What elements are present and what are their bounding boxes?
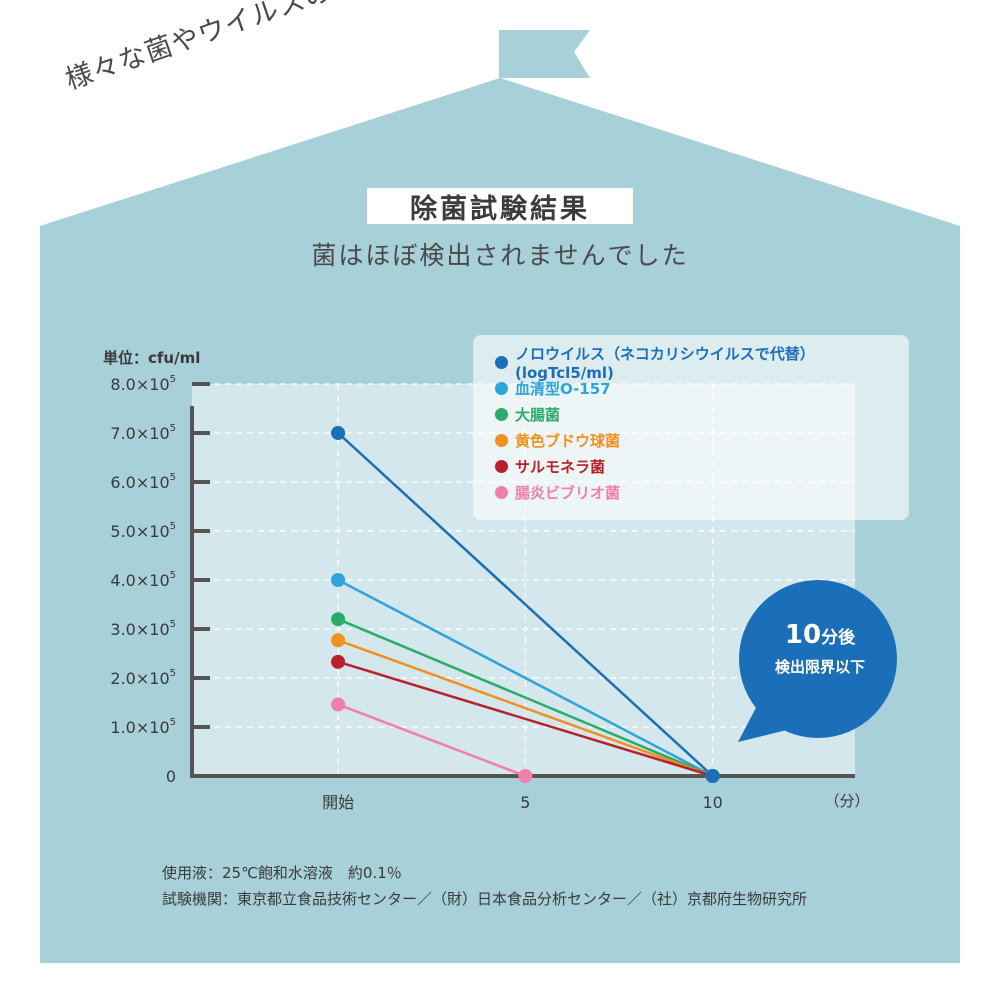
x-tick-label: 10 — [702, 793, 722, 812]
y-tick-label: 3.0×105 — [110, 619, 176, 639]
notes: 使用液：25℃飽和水溶液 約0.1％ 試験機関：東京都立食品技術センター／（財）… — [162, 860, 807, 912]
y-tick-label: 5.0×105 — [110, 521, 176, 541]
data-point — [705, 769, 720, 783]
data-point — [518, 769, 533, 783]
note-solution: 使用液：25℃飽和水溶液 約0.1％ — [162, 864, 402, 882]
data-point — [331, 654, 346, 669]
legend-swatch — [495, 407, 508, 421]
bubble-text: 10分後 検出限界以下 — [745, 620, 895, 677]
y-tick-mantissa: 7.0×10 — [110, 424, 169, 443]
bubble-headline: 10分後 — [745, 620, 895, 650]
legend-item: ノロウイルス（ネコカリシウイルスで代替）(logTcl5/ml) — [473, 345, 909, 382]
note-institutions: 試験機関：東京都立食品技術センター／（財）日本食品分析センター／（社）京都府生物… — [162, 890, 808, 908]
legend-swatch — [495, 433, 508, 447]
data-point — [331, 697, 346, 712]
legend-item: 血清型O-157 — [473, 375, 909, 401]
legend-swatch — [495, 459, 508, 473]
unit-label: 単位：cfu/ml — [103, 349, 201, 367]
y-tick-exponent: 5 — [170, 570, 176, 581]
y-tick-exponent: 5 — [170, 717, 176, 728]
legend-label: サルモネラ菌 — [515, 457, 606, 476]
page-title: 除菌試験結果 — [410, 193, 590, 225]
y-tick-label: 8.0×105 — [110, 374, 176, 394]
y-tick-mantissa: 1.0×10 — [110, 718, 169, 737]
series-line — [337, 639, 714, 778]
y-tick-mantissa: 8.0×10 — [110, 375, 169, 394]
legend-item: 腸炎ビブリオ菌 — [473, 479, 909, 505]
data-point — [331, 426, 346, 440]
y-tick-exponent: 5 — [170, 423, 176, 434]
legend-swatch — [495, 355, 508, 369]
legend-label: 黄色ブドウ球菌 — [515, 431, 621, 450]
data-point — [331, 573, 346, 587]
y-tick-mantissa: 3.0×10 — [110, 620, 169, 639]
y-tick-label: 4.0×105 — [110, 570, 176, 590]
legend-item: 大腸菌 — [473, 401, 909, 427]
series-line — [337, 432, 714, 777]
legend-label: 腸炎ビブリオ菌 — [515, 483, 621, 502]
legend-swatch — [495, 485, 508, 499]
data-point — [331, 612, 346, 627]
y-tick-mantissa: 4.0×10 — [110, 571, 169, 590]
x-tick-label: 開始 — [322, 793, 354, 812]
callout-bubble — [739, 580, 897, 738]
legend-label: 血清型O-157 — [515, 379, 611, 398]
y-tick-exponent: 5 — [170, 619, 176, 630]
y-tick-exponent: 5 — [170, 472, 176, 483]
bubble-number: 10 — [784, 620, 822, 650]
y-tick-label: 2.0×105 — [110, 668, 176, 688]
y-tick-mantissa: 6.0×10 — [110, 473, 169, 492]
y-tick-mantissa: 2.0×10 — [110, 669, 169, 688]
legend-item: サルモネラ菌 — [473, 453, 909, 479]
callout-bubble-tail — [738, 700, 795, 742]
legend-item: 黄色ブドウ球菌 — [473, 427, 909, 453]
bubble-subtext: 検出限界以下 — [774, 658, 865, 676]
y-tick-label: 0 — [166, 767, 176, 786]
x-axis-unit: （分） — [824, 792, 869, 810]
series-line — [337, 660, 714, 778]
flag — [500, 30, 590, 78]
y-tick-exponent: 5 — [170, 521, 176, 532]
y-tick-label: 1.0×105 — [110, 717, 176, 737]
y-tick-mantissa: 0 — [166, 767, 176, 786]
y-tick-exponent: 5 — [170, 374, 176, 385]
y-tick-mantissa: 5.0×10 — [110, 522, 169, 541]
legend-label: 大腸菌 — [515, 405, 561, 424]
legend-label: ノロウイルス（ネコカリシウイルスで代替）(logTcl5/ml) — [515, 344, 815, 382]
series-line — [337, 618, 714, 778]
data-point — [331, 633, 346, 648]
y-tick-label: 7.0×105 — [110, 423, 176, 443]
legend-swatch — [495, 381, 508, 395]
subtitle: 菌はほぼ検出されませんでした — [311, 241, 689, 270]
y-tick-exponent: 5 — [170, 668, 176, 679]
series-line — [337, 578, 714, 778]
bubble-suffix: 分後 — [821, 628, 856, 648]
title-box: 除菌試験結果 — [367, 188, 633, 225]
y-tick-label: 6.0×105 — [110, 472, 176, 492]
x-tick-label: 5 — [520, 793, 530, 812]
chart-legend: ノロウイルス（ネコカリシウイルスで代替）(logTcl5/ml) 血清型O-157… — [473, 335, 909, 520]
series-line — [337, 703, 526, 778]
